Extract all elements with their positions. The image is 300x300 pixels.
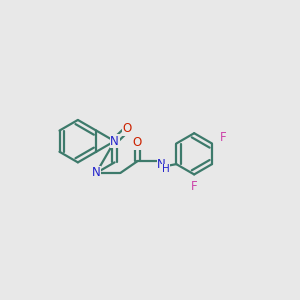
Text: N: N [92,167,100,179]
Text: F: F [219,131,226,144]
Text: H: H [162,164,170,174]
Text: F: F [191,180,197,193]
Text: N: N [110,135,119,148]
Text: N: N [157,158,166,171]
Text: O: O [133,136,142,149]
Text: O: O [123,122,132,135]
